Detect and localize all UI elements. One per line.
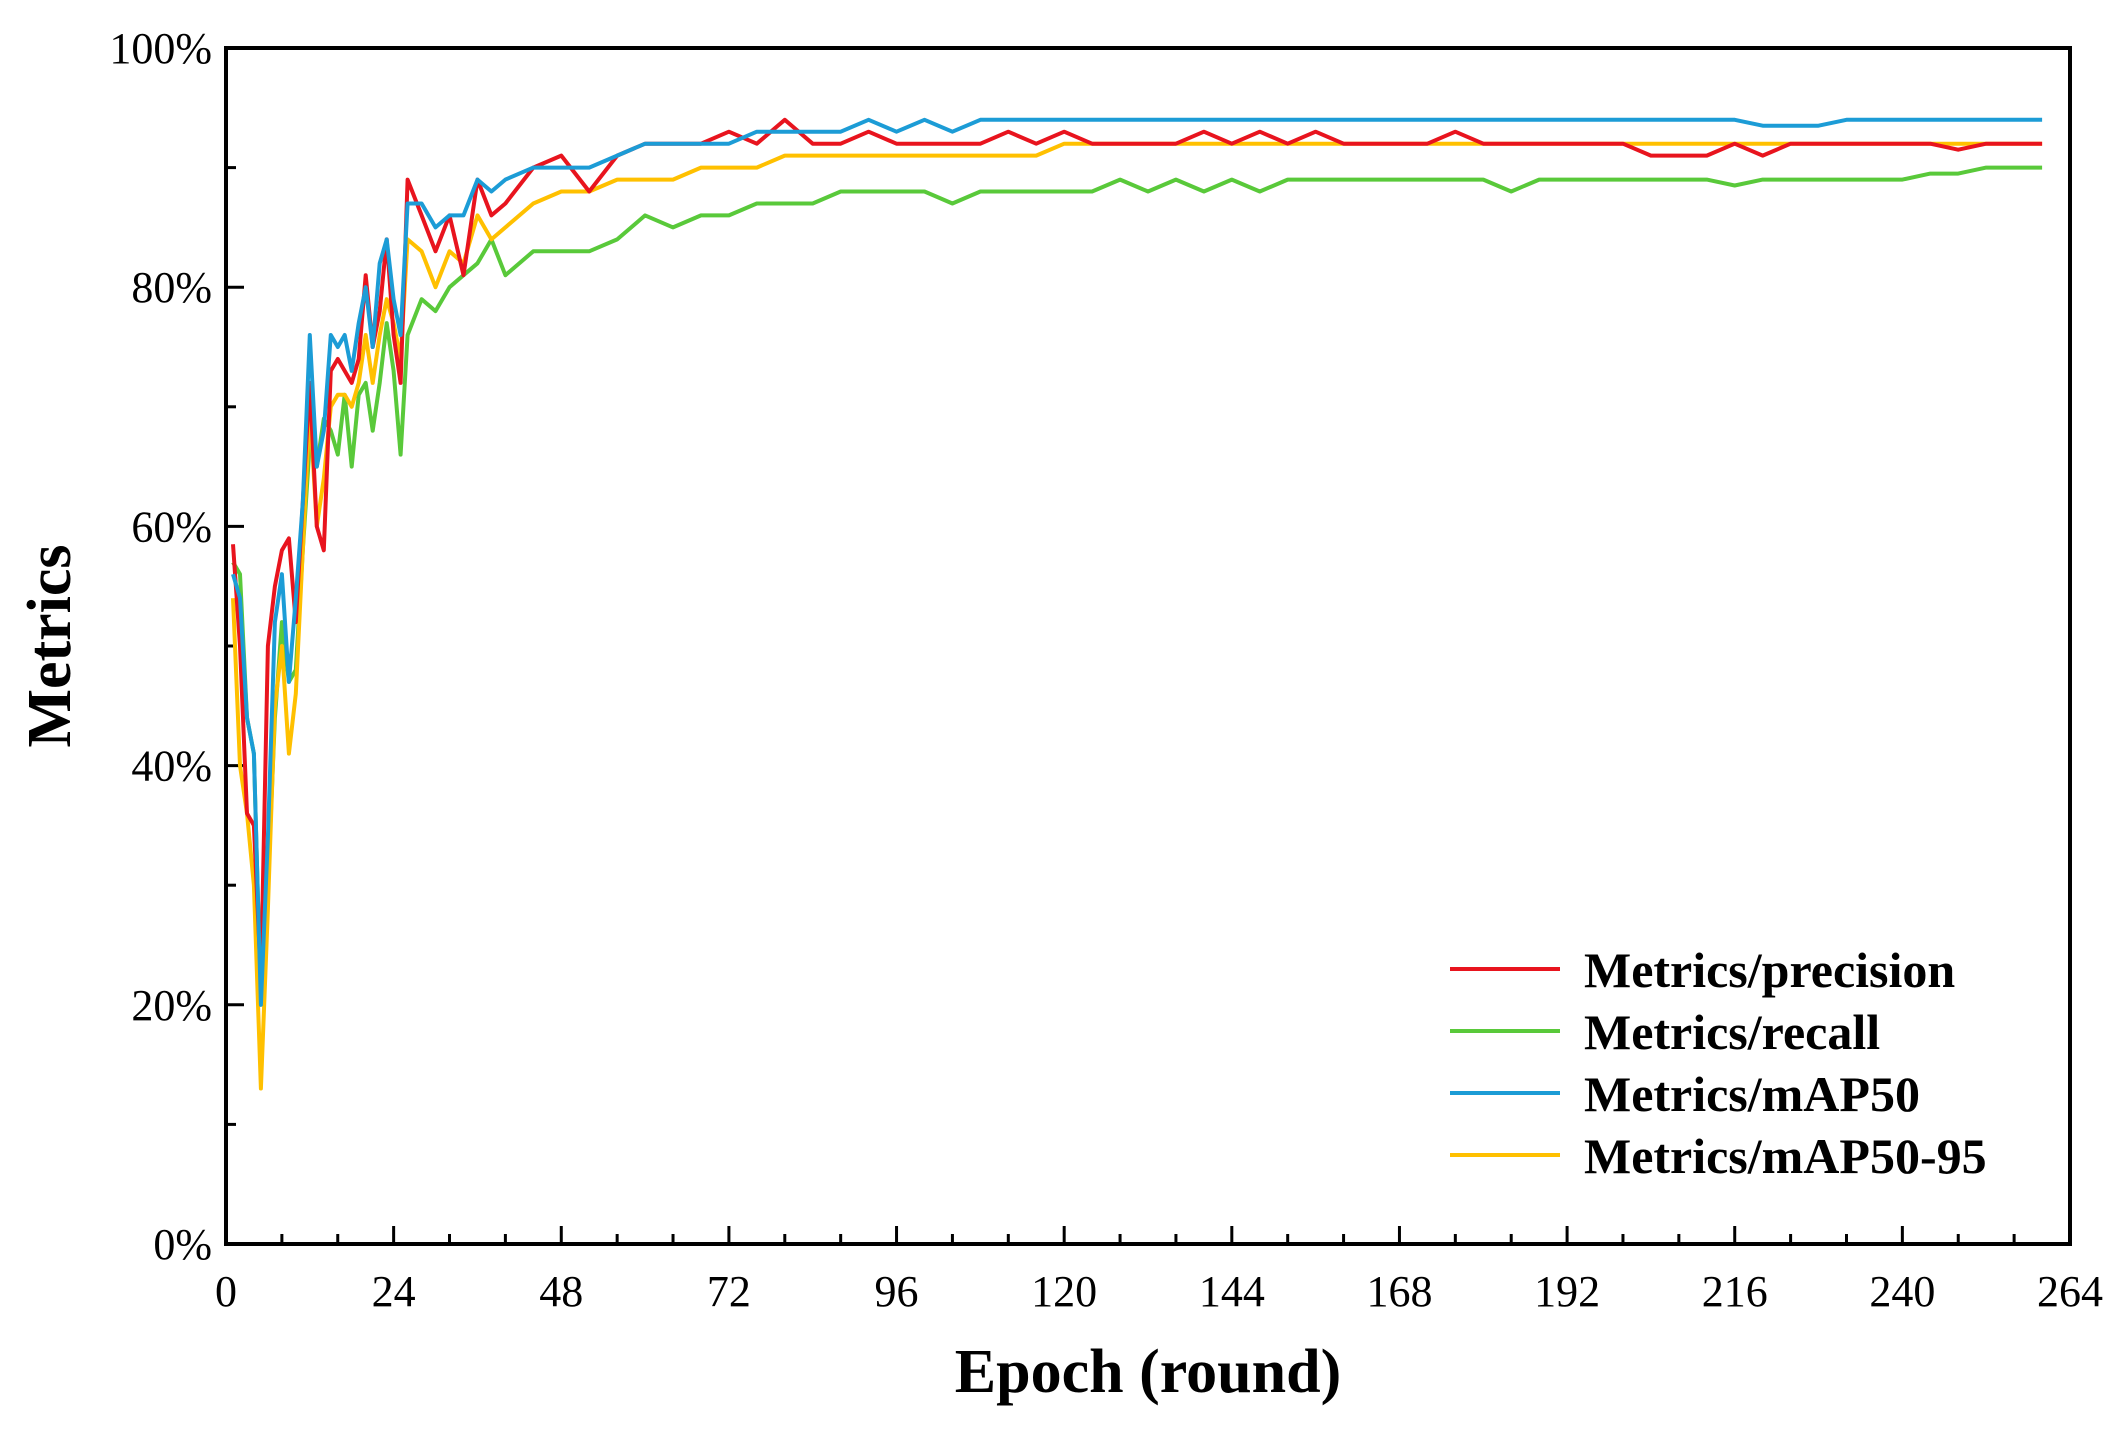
y-axis-title: Metrics [16, 544, 84, 747]
x-tick-label: 192 [1534, 1267, 1600, 1316]
x-tick-label: 72 [707, 1267, 751, 1316]
x-tick-label: 216 [1702, 1267, 1768, 1316]
x-tick-label: 24 [372, 1267, 416, 1316]
x-tick-label: 0 [215, 1267, 237, 1316]
series-line-metrics-precision [231, 117, 2043, 983]
x-tick-label: 240 [1869, 1267, 1935, 1316]
x-tick-label: 264 [2037, 1267, 2103, 1316]
y-tick-label: 60% [131, 502, 212, 551]
series-lines [231, 117, 2043, 1091]
legend-label-map50-95: Metrics/mAP50-95 [1584, 1128, 1987, 1184]
x-axis-title: Epoch (round) [955, 1338, 1341, 1406]
x-axis-ticks: 0 24 48 72 96 120 144 168 192 216 240 264 [215, 1226, 2103, 1316]
x-tick-label: 48 [539, 1267, 583, 1316]
y-tick-label: 100% [109, 24, 212, 73]
x-tick-label: 144 [1199, 1267, 1265, 1316]
y-tick-label: 20% [131, 981, 212, 1030]
y-tick-label: 40% [131, 742, 212, 791]
legend-label-precision: Metrics/precision [1584, 942, 1955, 998]
legend-item-map50: Metrics/mAP50 [1450, 1066, 1920, 1122]
x-tick-label: 96 [875, 1267, 919, 1316]
legend-item-precision: Metrics/precision [1450, 942, 1955, 998]
x-tick-label: 168 [1366, 1267, 1432, 1316]
legend: Metrics/precision Metrics/recall Metrics… [1450, 942, 1987, 1184]
legend-label-recall: Metrics/recall [1584, 1004, 1880, 1060]
series-line-metrics-map50 [231, 117, 2043, 1007]
y-axis-ticks: 0% 20% 40% 60% 80% 100% [109, 24, 244, 1269]
legend-item-map50-95: Metrics/mAP50-95 [1450, 1128, 1987, 1184]
y-tick-label: 80% [131, 263, 212, 312]
legend-item-recall: Metrics/recall [1450, 1004, 1880, 1060]
series-line-metrics-map50-95 [231, 141, 2043, 1091]
series-line-metrics-recall [231, 165, 2043, 1007]
legend-label-map50: Metrics/mAP50 [1584, 1066, 1920, 1122]
y-tick-label: 0% [153, 1220, 212, 1269]
x-tick-label: 120 [1031, 1267, 1097, 1316]
